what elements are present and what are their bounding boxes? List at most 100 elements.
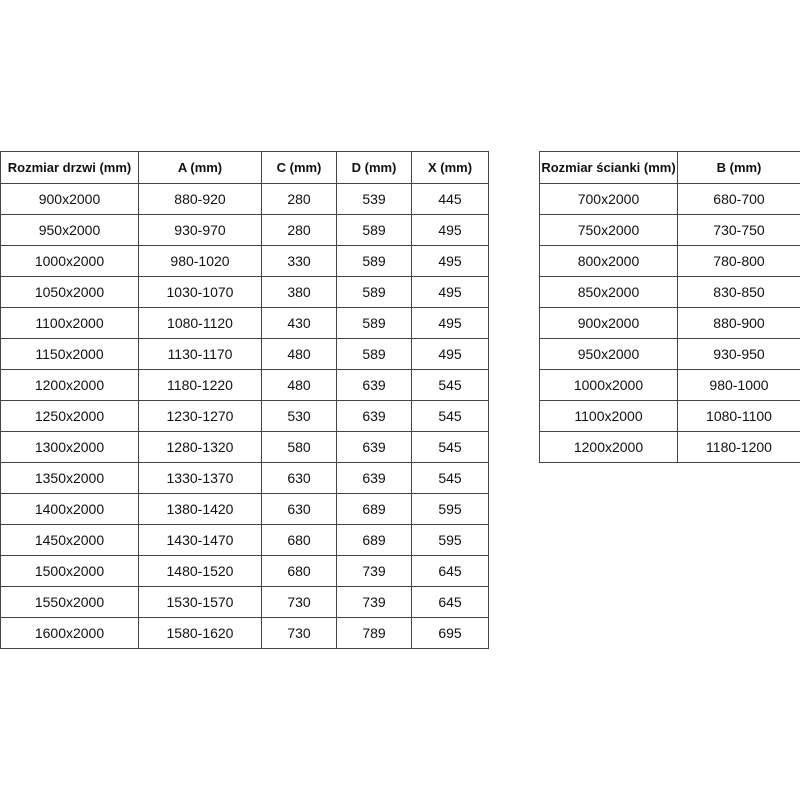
- table-cell: 1000x2000: [539, 369, 678, 401]
- table-cell: 1400x2000: [0, 493, 139, 525]
- table-cell: 1600x2000: [0, 617, 139, 649]
- table-row: 1050x2000 1030-1070 380 589 495: [0, 276, 489, 308]
- table-cell: 630: [261, 493, 337, 525]
- table-cell: 1150x2000: [0, 338, 139, 370]
- table-row: 1150x2000 1130-1170 480 589 495: [0, 338, 489, 370]
- table-cell: 630: [261, 462, 337, 494]
- table-cell: 1080-1120: [138, 307, 262, 339]
- table-cell: 530: [261, 400, 337, 432]
- table-cell: 900x2000: [0, 183, 139, 215]
- table-cell: 645: [411, 555, 489, 587]
- table-cell: 1350x2000: [0, 462, 139, 494]
- table-cell: 980-1000: [677, 369, 800, 401]
- table-row: 1600x2000 1580-1620 730 789 695: [0, 617, 489, 649]
- table-row: 1250x2000 1230-1270 530 639 545: [0, 400, 489, 432]
- table-row: 1400x2000 1380-1420 630 689 595: [0, 493, 489, 525]
- table-cell: 1130-1170: [138, 338, 262, 370]
- table-row: 1200x2000 1180-1200: [539, 431, 800, 463]
- table-cell: 980-1020: [138, 245, 262, 277]
- wall-panel-size-table: Rozmiar ścianki (mm) B (mm) 700x2000 680-7…: [539, 151, 800, 463]
- table-header-row: Rozmiar ścianki (mm) B (mm): [539, 151, 800, 184]
- table-cell: 589: [336, 307, 412, 339]
- table-cell: 280: [261, 214, 337, 246]
- table-cell: 1250x2000: [0, 400, 139, 432]
- table-cell: 730: [261, 586, 337, 618]
- table-cell: 639: [336, 462, 412, 494]
- table-cell: 1330-1370: [138, 462, 262, 494]
- table-row: 1000x2000 980-1020 330 589 495: [0, 245, 489, 277]
- table-cell: 950x2000: [0, 214, 139, 246]
- column-header: B (mm): [677, 151, 800, 184]
- table-cell: 689: [336, 493, 412, 525]
- column-header: X (mm): [411, 151, 489, 184]
- table-cell: 695: [411, 617, 489, 649]
- table-cell: 1530-1570: [138, 586, 262, 618]
- table-cell: 1580-1620: [138, 617, 262, 649]
- column-header: A (mm): [138, 151, 262, 184]
- table-cell: 930-970: [138, 214, 262, 246]
- table-cell: 589: [336, 276, 412, 308]
- table-cell: 680-700: [677, 183, 800, 215]
- table-row: 1100x2000 1080-1100: [539, 400, 800, 432]
- table-cell: 880-920: [138, 183, 262, 215]
- column-header: Rozmiar ścianki (mm): [539, 151, 678, 184]
- table-cell: 495: [411, 214, 489, 246]
- table-cell: 545: [411, 431, 489, 463]
- table-cell: 639: [336, 431, 412, 463]
- column-header: Rozmiar drzwi (mm): [0, 151, 139, 184]
- table-row: 1500x2000 1480-1520 680 739 645: [0, 555, 489, 587]
- table-cell: 780-800: [677, 245, 800, 277]
- table-cell: 1480-1520: [138, 555, 262, 587]
- table-cell: 830-850: [677, 276, 800, 308]
- table-cell: 1080-1100: [677, 400, 800, 432]
- table-cell: 730-750: [677, 214, 800, 246]
- table-row: 950x2000 930-970 280 589 495: [0, 214, 489, 246]
- table-cell: 930-950: [677, 338, 800, 370]
- table-row: 950x2000 930-950: [539, 338, 800, 370]
- table-cell: 480: [261, 338, 337, 370]
- table-cell: 1430-1470: [138, 524, 262, 556]
- table-cell: 1180-1200: [677, 431, 800, 463]
- table-cell: 645: [411, 586, 489, 618]
- table-cell: 739: [336, 555, 412, 587]
- table-cell: 595: [411, 524, 489, 556]
- table-cell: 1380-1420: [138, 493, 262, 525]
- table-row: 750x2000 730-750: [539, 214, 800, 246]
- table-cell: 789: [336, 617, 412, 649]
- table-cell: 800x2000: [539, 245, 678, 277]
- table-cell: 445: [411, 183, 489, 215]
- table-cell: 330: [261, 245, 337, 277]
- table-cell: 850x2000: [539, 276, 678, 308]
- table-cell: 589: [336, 338, 412, 370]
- table-cell: 680: [261, 524, 337, 556]
- table-cell: 580: [261, 431, 337, 463]
- table-cell: 430: [261, 307, 337, 339]
- table-cell: 495: [411, 276, 489, 308]
- table-cell: 1300x2000: [0, 431, 139, 463]
- table-row: 900x2000 880-920 280 539 445: [0, 183, 489, 215]
- table-cell: 589: [336, 214, 412, 246]
- table-cell: 639: [336, 400, 412, 432]
- table-row: 900x2000 880-900: [539, 307, 800, 339]
- table-cell: 1100x2000: [0, 307, 139, 339]
- table-cell: 495: [411, 245, 489, 277]
- table-row: 1300x2000 1280-1320 580 639 545: [0, 431, 489, 463]
- table-cell: 495: [411, 338, 489, 370]
- table-cell: 545: [411, 369, 489, 401]
- table-row: 1100x2000 1080-1120 430 589 495: [0, 307, 489, 339]
- table-cell: 700x2000: [539, 183, 678, 215]
- table-cell: 1200x2000: [539, 431, 678, 463]
- table-cell: 280: [261, 183, 337, 215]
- table-row: 1550x2000 1530-1570 730 739 645: [0, 586, 489, 618]
- table-cell: 1100x2000: [539, 400, 678, 432]
- table-cell: 639: [336, 369, 412, 401]
- table-cell: 1000x2000: [0, 245, 139, 277]
- table-row: 1450x2000 1430-1470 680 689 595: [0, 524, 489, 556]
- table-cell: 545: [411, 400, 489, 432]
- table-row: 850x2000 830-850: [539, 276, 800, 308]
- table-cell: 1200x2000: [0, 369, 139, 401]
- table-cell: 595: [411, 493, 489, 525]
- table-cell: 730: [261, 617, 337, 649]
- table-cell: 1030-1070: [138, 276, 262, 308]
- table-cell: 1500x2000: [0, 555, 139, 587]
